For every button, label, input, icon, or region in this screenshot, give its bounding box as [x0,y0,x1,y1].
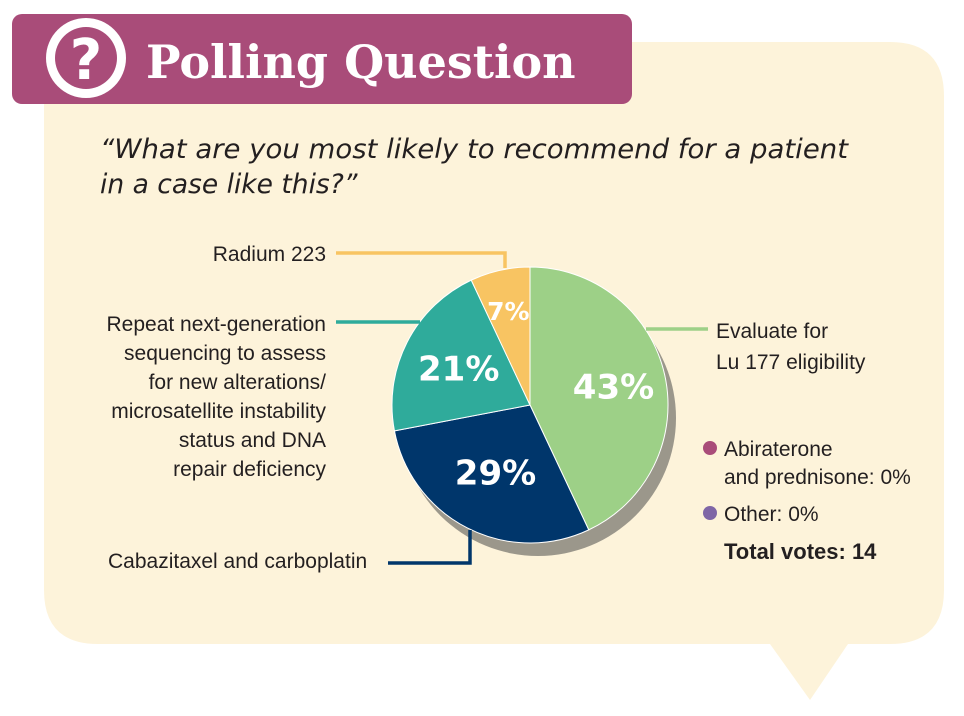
pie-slice-cabazitaxel [393,404,590,544]
pie-percent-labels: 43% 29% 21% 7% [418,297,654,494]
category-label-line: Cabazitaxel and carboplatin [108,550,367,573]
pie-label-radium: 7% [487,297,529,326]
legend-dot-other [703,506,717,520]
question-icon-inner [55,27,117,89]
category-label-line: repair deficiency [173,458,326,481]
category-label-line: Lu 177 eligibility [716,351,866,374]
page-title: Polling Question [146,35,576,89]
category-label-cabazitaxel: Cabazitaxel and carboplatin [108,550,367,573]
leader-lines [336,251,708,565]
question-line-1: “What are you most likely to recommend f… [100,134,850,165]
pie-slices [391,266,669,544]
question-mark-icon: ? [70,28,102,93]
total-votes: Total votes: 14 [724,539,877,564]
legend-label-line: Other: 0% [724,503,819,526]
header-banner [12,14,632,104]
category-label-radium: Radium 223 [213,243,326,266]
category-label-line: Evaluate for [716,320,828,343]
legend-label-abiraterone: Abiraterone and prednisone: 0% [724,438,911,489]
legend-dot-abiraterone [703,441,717,455]
category-label-line: for new alterations/ [149,371,327,394]
pie-slice-lu177 [529,266,669,531]
leader-line-cabazitaxel [388,530,472,565]
category-labels: Evaluate for Lu 177 eligibility Cabazitaxe… [107,243,866,573]
category-label-line: Radium 223 [213,243,326,266]
pie-slice-repeat_ngs [391,279,531,432]
category-label-line: microsatellite instability [111,400,326,423]
zero-vote-legend: Abiraterone and prednisone: 0% Other: 0% [703,438,911,526]
category-label-lu177: Evaluate for Lu 177 eligibility [716,320,866,374]
legend-label-line: and prednisone: 0% [724,466,911,489]
leader-line-radium [336,251,507,268]
legend-label-line: Abiraterone [724,438,833,461]
category-label-line: status and DNA [179,429,326,452]
pie-label-repeat_ngs: 21% [418,350,499,390]
pie-label-lu177: 43% [573,367,654,407]
category-label-line: sequencing to assess [124,342,326,365]
pie-label-cabazitaxel: 29% [455,454,536,494]
category-label-line: Repeat next-generation [107,313,327,336]
question-line-2: in a case like this?” [100,169,358,200]
pie-slice-radium [470,266,531,406]
legend-label-other: Other: 0% [724,503,819,526]
category-label-repeat_ngs: Repeat next-generation sequencing to asse… [107,313,327,481]
